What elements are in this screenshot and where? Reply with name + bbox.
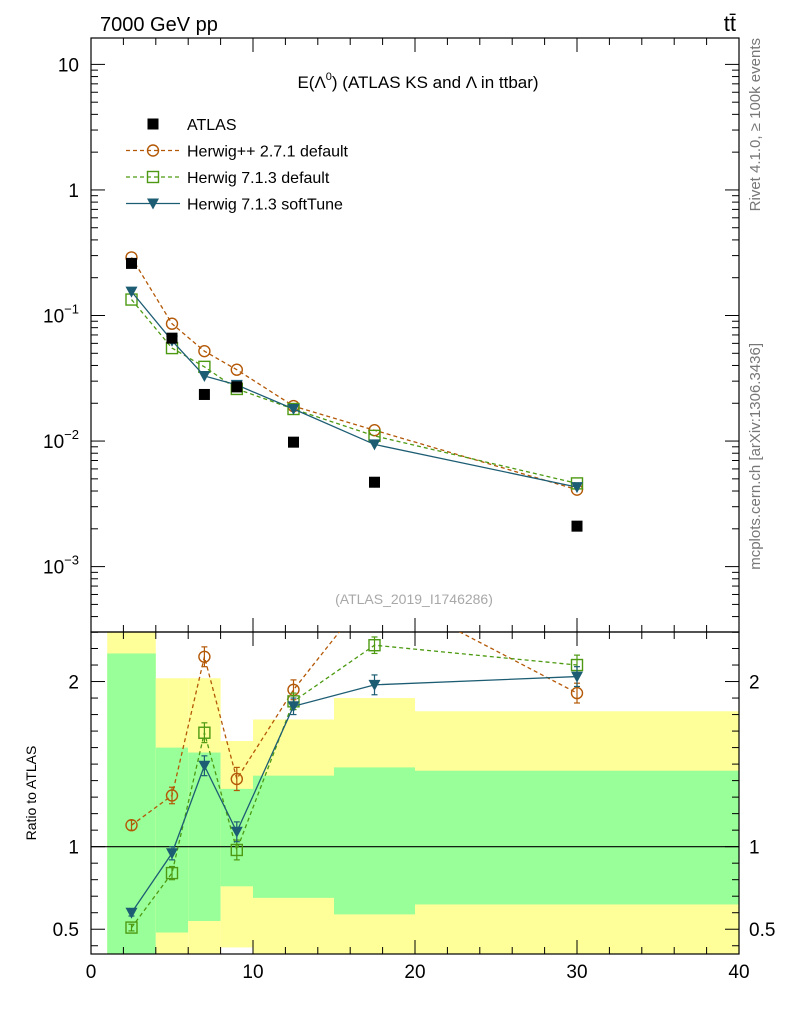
ratio-point-herwig-2-7-1-default-6: [570, 686, 584, 700]
ratio-ytick-label-left-2: 2: [68, 673, 79, 694]
chart-title: E(Λ0) (ATLAS KS and Λ in ttbar): [297, 71, 538, 92]
legend-label-herwig-7-1-3-default: Herwig 7.1.3 default: [187, 170, 330, 187]
legend-marker-herwig-7-1-3-softtune: [147, 198, 159, 210]
point-atlas-0: [126, 257, 137, 269]
ratio-ytick-label-right-0: 0.5: [749, 920, 775, 941]
ratio-point-herwig-7-1-3-softtune-1: [166, 848, 178, 860]
ratio-point-herwig-7-1-3-default-0: [125, 921, 138, 934]
ratio-band-green-1: [155, 747, 189, 933]
ratio-point-herwig-7-1-3-default-1: [165, 866, 179, 880]
ratio-ytick-label-left-1: 1: [68, 838, 79, 859]
point-herwig-7-1-3-softtune-6: [571, 482, 583, 494]
ratio-point-herwig-2-7-1-default-2: [198, 650, 211, 663]
x-axis: 0 10 20 30 40: [86, 38, 750, 983]
ratio-point-herwig-7-1-3-softtune-2: [198, 760, 211, 772]
ratio-ytick-label-right-1: 1: [749, 838, 760, 859]
main-series-layer: [125, 251, 584, 532]
ratio-band-green-0: [107, 653, 156, 954]
ratio-series-layer: [125, 632, 584, 934]
point-herwig-7-1-3-softtune-5: [368, 439, 381, 451]
ratio-band-green-4: [253, 775, 334, 898]
ratio-point-herwig-2-7-1-default-1: [165, 789, 179, 802]
series-line-herwig-7-1-3-softtune: [130, 291, 578, 488]
ratio-band-green-2: [188, 752, 221, 921]
ratio-point-herwig-2-7-1-default-0: [125, 819, 138, 832]
x-tick-label-1: 10: [242, 962, 263, 983]
legend-marker-herwig-2-7-1-default: [146, 144, 160, 157]
ratio-ytick-label-left-0: 0.5: [53, 920, 79, 941]
point-herwig-7-1-3-softtune-4: [287, 404, 300, 416]
main-ytick-exp: −3: [64, 553, 79, 568]
ratio-point-herwig-7-1-3-softtune-4: [287, 701, 300, 713]
x-tick-label-3: 30: [566, 962, 587, 983]
main-ytick-label-2: 10−1: [43, 302, 79, 328]
main-ytick-base: 10: [43, 307, 64, 328]
analysis-id: (ATLAS_2019_I1746286): [335, 591, 493, 607]
point-herwig-2-7-1-default-3: [230, 363, 244, 376]
main-ytick-label-4: 10−3: [43, 553, 79, 579]
point-atlas-2: [198, 388, 210, 400]
legend-marker-herwig-7-1-3-default: [146, 170, 160, 184]
ratio-point-herwig-7-1-3-default-2: [198, 726, 211, 739]
ratio-point-herwig-7-1-3-softtune-0: [125, 907, 138, 919]
main-ytick-base: 10: [43, 558, 64, 579]
ratio-point-herwig-7-1-3-default-3: [230, 843, 244, 857]
ratio-point-herwig-2-7-1-default-3: [230, 772, 244, 786]
process-label: tt̄: [724, 11, 736, 36]
ratio-ylabel: Ratio to ATLAS: [23, 746, 39, 841]
ratio-point-herwig-7-1-3-softtune-6: [571, 671, 583, 683]
main-ytick-label-0: 10: [58, 55, 79, 76]
rivet-label: Rivet 4.1.0, ≥ 100k events: [747, 38, 764, 211]
legend-marker-atlas: [147, 118, 159, 130]
legend-label-herwig-2-7-1-default: Herwig++ 2.7.1 default: [187, 144, 349, 161]
main-ytick-base: 10: [43, 432, 64, 453]
point-herwig-7-1-3-softtune-0: [125, 286, 138, 298]
energy-label: 7000 GeV pp: [100, 14, 218, 36]
ratio-point-herwig-7-1-3-softtune-3: [230, 826, 243, 838]
point-atlas-6: [571, 520, 583, 532]
ratio-y-axis: 0.5 0.5 1 1 2 2: [53, 648, 775, 947]
main-ytick-label-1: 1: [68, 181, 79, 202]
point-atlas-1: [166, 332, 178, 344]
ratio-point-herwig-7-1-3-softtune-5: [368, 679, 381, 691]
legend: ATLAS Herwig++ 2.7.1 default Herwig 7.1.3 …: [126, 117, 349, 214]
mcplots-label: mcplots.cern.ch [arXiv:1306.3436]: [747, 343, 764, 570]
legend-label-herwig-7-1-3-softtune: Herwig 7.1.3 softTune: [187, 197, 343, 214]
ratio-bands: [91, 632, 739, 954]
x-tick-label-2: 20: [404, 962, 425, 983]
ratio-band-green-6: [415, 770, 739, 905]
point-herwig-2-7-1-default-1: [165, 317, 179, 330]
ratio-point-herwig-7-1-3-default-5: [368, 639, 381, 652]
point-herwig-7-1-3-softtune-2: [198, 370, 211, 382]
x-tick-label-0: 0: [86, 962, 97, 983]
ratio-ytick-label-right-2: 2: [749, 673, 760, 694]
point-herwig-2-7-1-default-2: [198, 344, 211, 358]
point-atlas-3: [231, 381, 243, 393]
point-atlas-5: [369, 476, 380, 488]
main-ytick-exp: −1: [64, 302, 79, 317]
legend-label-atlas: ATLAS: [187, 117, 237, 134]
series-line-herwig-7-1-3-default: [131, 299, 578, 485]
series-line-herwig-2-7-1-default: [130, 257, 578, 491]
point-atlas-4: [288, 436, 299, 448]
x-tick-label-4: 40: [728, 962, 749, 983]
ratio-band-green-5: [334, 767, 415, 915]
main-ytick-label-3: 10−2: [43, 427, 79, 453]
main-ytick-exp: −2: [64, 427, 79, 442]
